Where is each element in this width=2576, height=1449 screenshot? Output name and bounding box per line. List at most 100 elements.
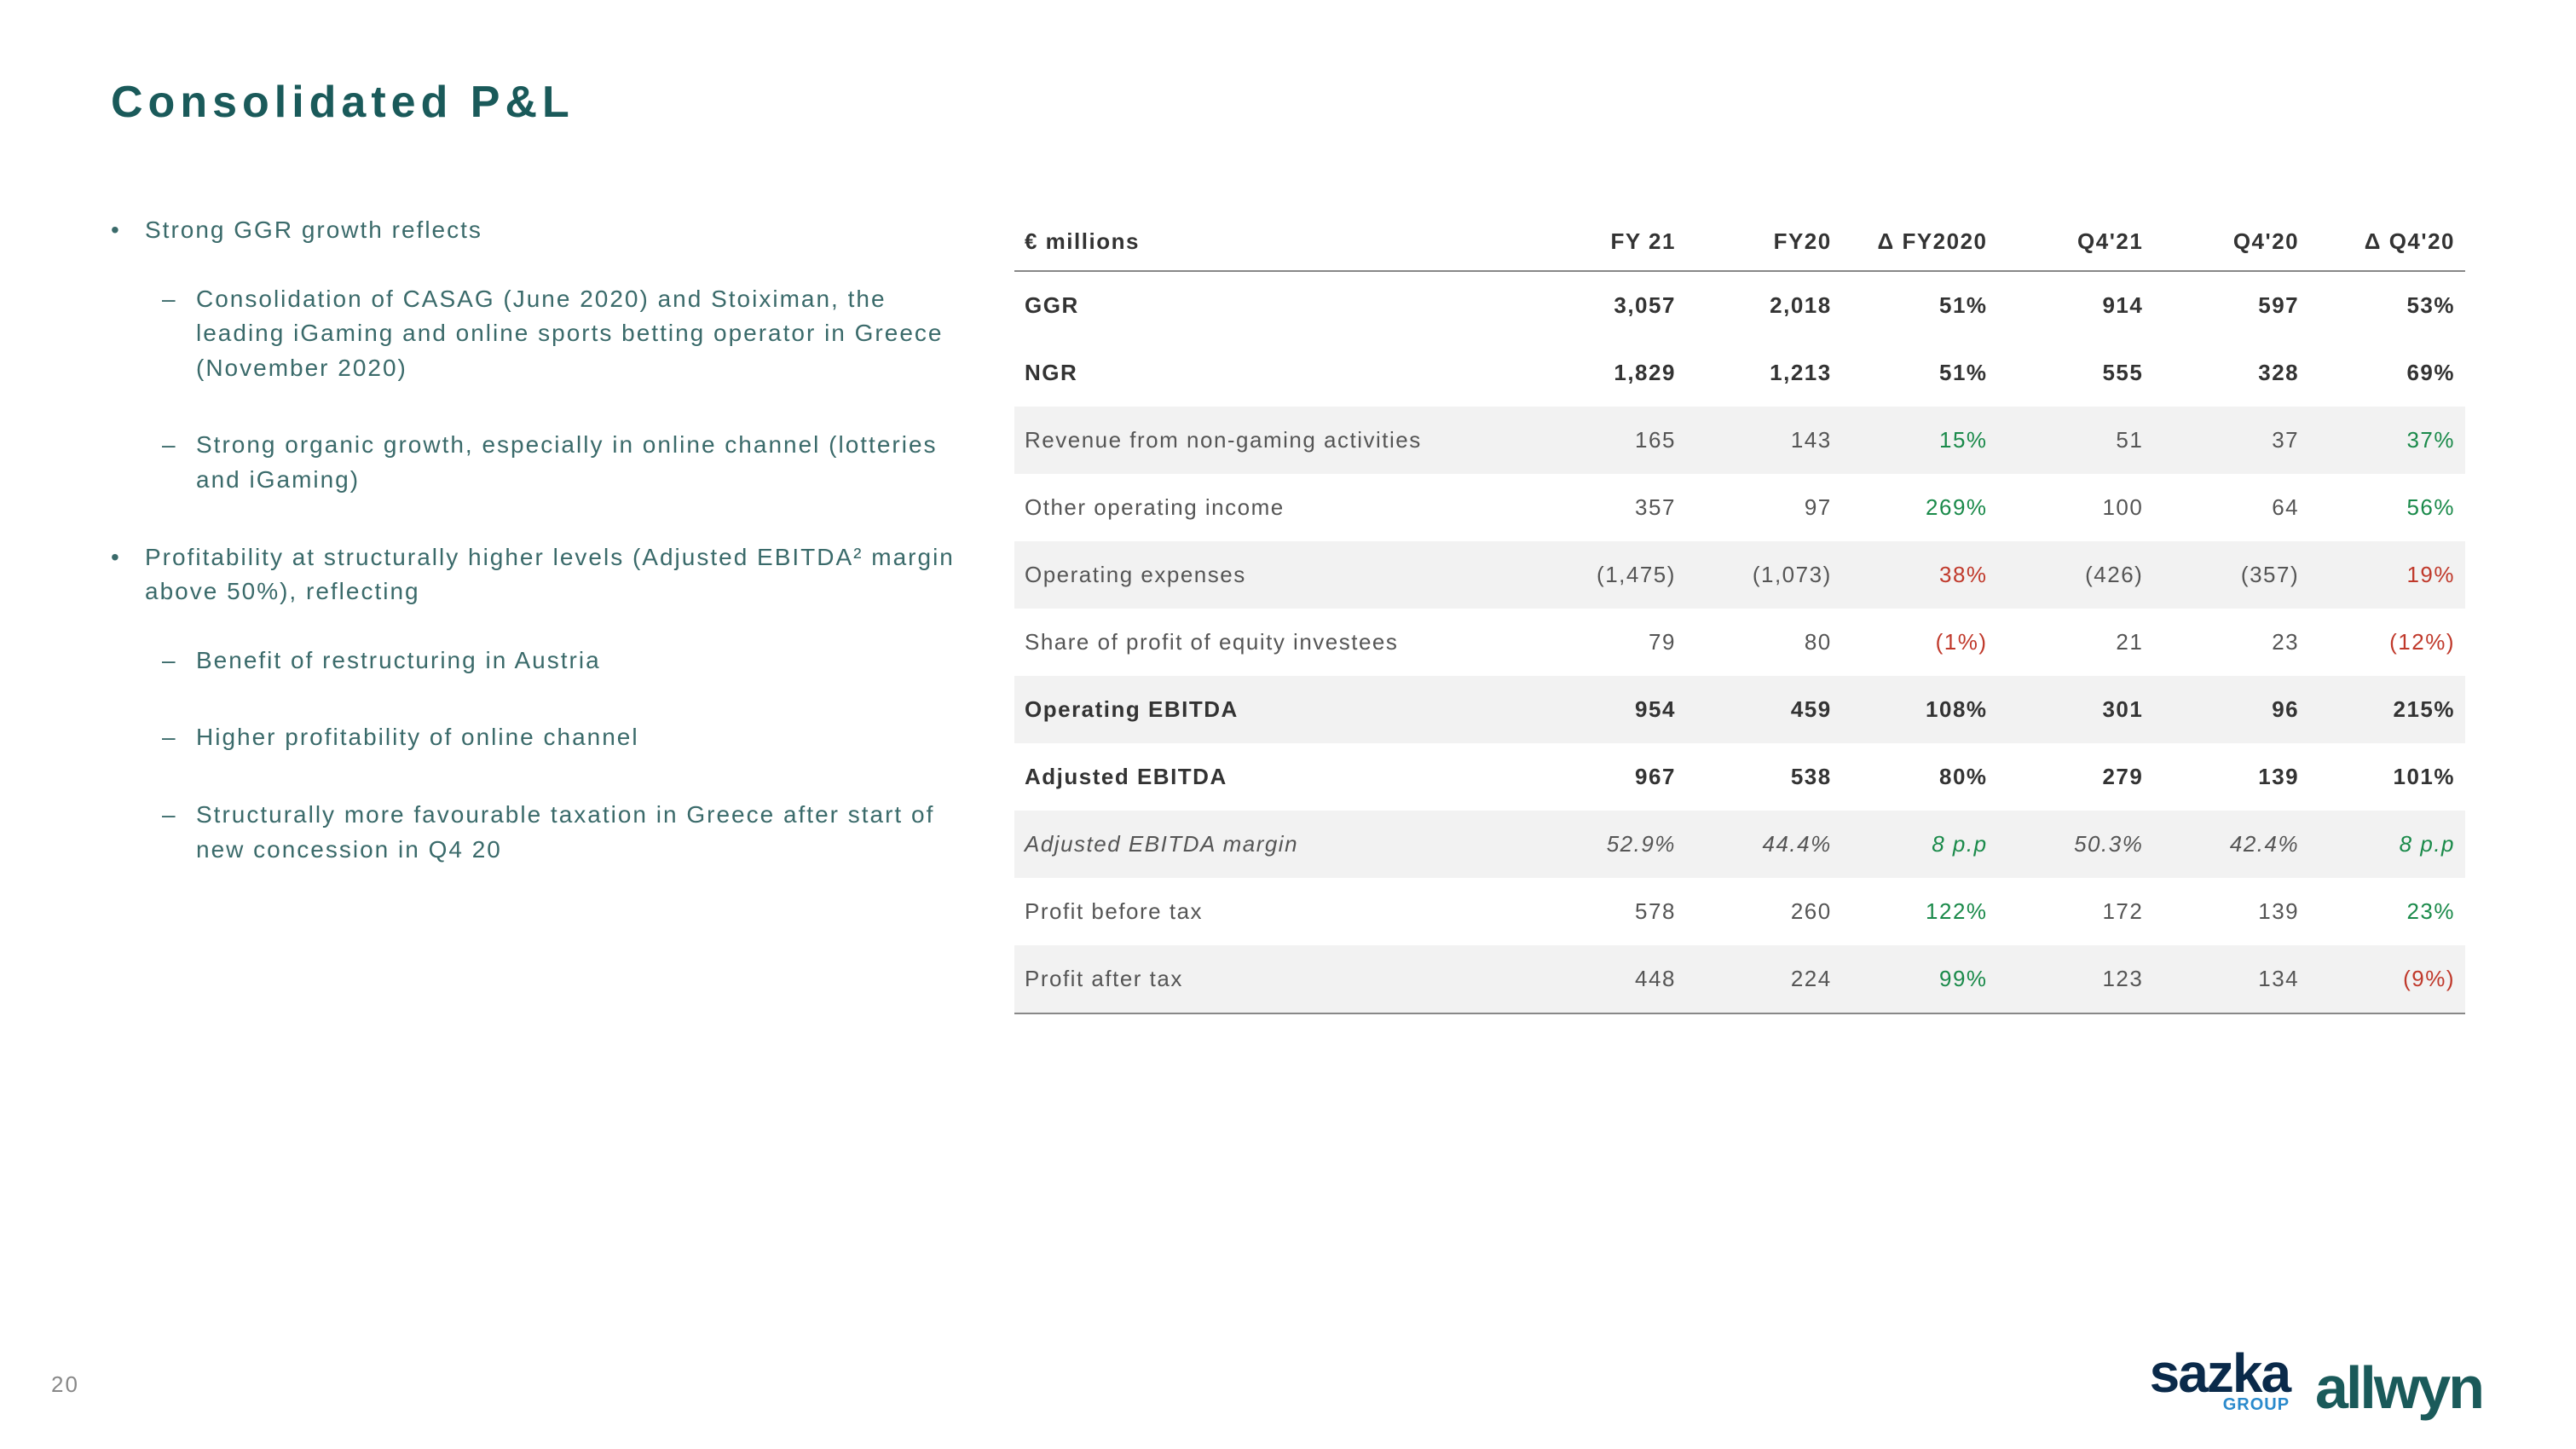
bullet-list: Strong GGR growth reflects Consolidation … (111, 213, 963, 1014)
table-row: Operating EBITDA954459108%30196215% (1014, 676, 2465, 743)
table-row: Adjusted EBITDA margin52.9%44.4%8 p.p50.… (1014, 811, 2465, 878)
table-cell: 954 (1530, 676, 1686, 743)
table-cell: Operating EBITDA (1014, 676, 1530, 743)
table-header-cell: € millions (1014, 213, 1530, 271)
sazka-logo: sazka GROUP (2150, 1349, 2290, 1415)
bullet-dash-icon (162, 720, 196, 755)
table-cell: 53% (2309, 271, 2465, 339)
slide: Consolidated P&L Strong GGR growth refle… (0, 0, 2576, 1449)
table-row: Revenue from non-gaming activities165143… (1014, 407, 2465, 474)
table-cell: 108% (1842, 676, 1998, 743)
table-row: NGR1,8291,21351%55532869% (1014, 339, 2465, 407)
table-row: Profit before tax578260122%17213923% (1014, 878, 2465, 945)
table-cell: 99% (1842, 945, 1998, 1013)
table-cell: 1,829 (1530, 339, 1686, 407)
table-cell: 52.9% (1530, 811, 1686, 878)
table-header-cell: Q4'21 (1998, 213, 2154, 271)
table-cell: 38% (1842, 541, 1998, 609)
table-cell: 23% (2309, 878, 2465, 945)
table-cell: 123 (1998, 945, 2154, 1013)
table-cell: (426) (1998, 541, 2154, 609)
table-cell: Profit before tax (1014, 878, 1530, 945)
table-cell: 37 (2153, 407, 2309, 474)
bullet-text: Higher profitability of online channel (196, 720, 639, 755)
table-cell: 44.4% (1686, 811, 1842, 878)
bullet-text: Profitability at structurally higher lev… (145, 540, 963, 609)
bullet-text: Benefit of restructuring in Austria (196, 644, 601, 678)
table-cell: 224 (1686, 945, 1842, 1013)
table-cell: 328 (2153, 339, 2309, 407)
bullet-dash-icon (162, 282, 196, 386)
table-container: € millionsFY 21FY20Δ FY2020Q4'21Q4'20Δ Q… (1014, 213, 2465, 1014)
table-row: Share of profit of equity investees7980(… (1014, 609, 2465, 676)
table-cell: 139 (2153, 878, 2309, 945)
table-cell: 64 (2153, 474, 2309, 541)
table-cell: 37% (2309, 407, 2465, 474)
table-cell: 914 (1998, 271, 2154, 339)
table-cell: (12%) (2309, 609, 2465, 676)
table-cell: (357) (2153, 541, 2309, 609)
table-cell: (1,475) (1530, 541, 1686, 609)
table-cell: 42.4% (2153, 811, 2309, 878)
table-cell: 357 (1530, 474, 1686, 541)
table-header-cell: FY20 (1686, 213, 1842, 271)
table-cell: 8 p.p (2309, 811, 2465, 878)
bullet-text: Strong organic growth, especially in onl… (196, 428, 963, 497)
table-row: Adjusted EBITDA96753880%279139101% (1014, 743, 2465, 811)
table-cell: 80% (1842, 743, 1998, 811)
bullet-dash-icon (162, 644, 196, 678)
table-cell: 50.3% (1998, 811, 2154, 878)
table-cell: (9%) (2309, 945, 2465, 1013)
table-cell: Profit after tax (1014, 945, 1530, 1013)
table-header: € millionsFY 21FY20Δ FY2020Q4'21Q4'20Δ Q… (1014, 213, 2465, 271)
bullet-item: Benefit of restructuring in Austria (162, 644, 963, 678)
table-header-cell: FY 21 (1530, 213, 1686, 271)
table-cell: Share of profit of equity investees (1014, 609, 1530, 676)
table-cell: 143 (1686, 407, 1842, 474)
table-cell: 555 (1998, 339, 2154, 407)
table-header-cell: Δ Q4'20 (2309, 213, 2465, 271)
table-cell: 578 (1530, 878, 1686, 945)
table-header-cell: Q4'20 (2153, 213, 2309, 271)
bullet-text: Structurally more favourable taxation in… (196, 798, 963, 867)
bullet-item: Higher profitability of online channel (162, 720, 963, 755)
table-row: Operating expenses(1,475)(1,073)38%(426)… (1014, 541, 2465, 609)
bullet-dash-icon (162, 428, 196, 497)
table-cell: 21 (1998, 609, 2154, 676)
table-header-cell: Δ FY2020 (1842, 213, 1998, 271)
table-cell: (1%) (1842, 609, 1998, 676)
logo-area: sazka GROUP allwyn (2150, 1349, 2482, 1415)
slide-title: Consolidated P&L (111, 77, 2465, 128)
bullet-text: Consolidation of CASAG (June 2020) and S… (196, 282, 963, 386)
bullet-dot-icon (111, 540, 145, 609)
table-cell: 3,057 (1530, 271, 1686, 339)
table-cell: Operating expenses (1014, 541, 1530, 609)
table-cell: 172 (1998, 878, 2154, 945)
table-row: Other operating income35797269%1006456% (1014, 474, 2465, 541)
table-cell: 79 (1530, 609, 1686, 676)
table-cell: Adjusted EBITDA (1014, 743, 1530, 811)
sazka-logo-text: sazka (2150, 1349, 2290, 1399)
table-cell: 19% (2309, 541, 2465, 609)
bullet-dot-icon (111, 213, 145, 248)
table-cell: 597 (2153, 271, 2309, 339)
table-cell: 1,213 (1686, 339, 1842, 407)
bullet-item: Strong organic growth, especially in onl… (162, 428, 963, 497)
table-cell: 101% (2309, 743, 2465, 811)
table-body: GGR3,0572,01851%91459753%NGR1,8291,21351… (1014, 271, 2465, 1013)
table-cell: 134 (2153, 945, 2309, 1013)
table-cell: 2,018 (1686, 271, 1842, 339)
bullet-item: Structurally more favourable taxation in… (162, 798, 963, 867)
content-area: Strong GGR growth reflects Consolidation … (111, 213, 2465, 1014)
financial-table: € millionsFY 21FY20Δ FY2020Q4'21Q4'20Δ Q… (1014, 213, 2465, 1014)
table-row: GGR3,0572,01851%91459753% (1014, 271, 2465, 339)
table-cell: 51% (1842, 339, 1998, 407)
table-cell: 279 (1998, 743, 2154, 811)
page-number: 20 (51, 1371, 79, 1398)
table-cell: 459 (1686, 676, 1842, 743)
table-cell: 122% (1842, 878, 1998, 945)
allwyn-logo: allwyn (2315, 1361, 2482, 1415)
table-cell: 448 (1530, 945, 1686, 1013)
bullet-text: Strong GGR growth reflects (145, 213, 482, 248)
table-cell: 538 (1686, 743, 1842, 811)
